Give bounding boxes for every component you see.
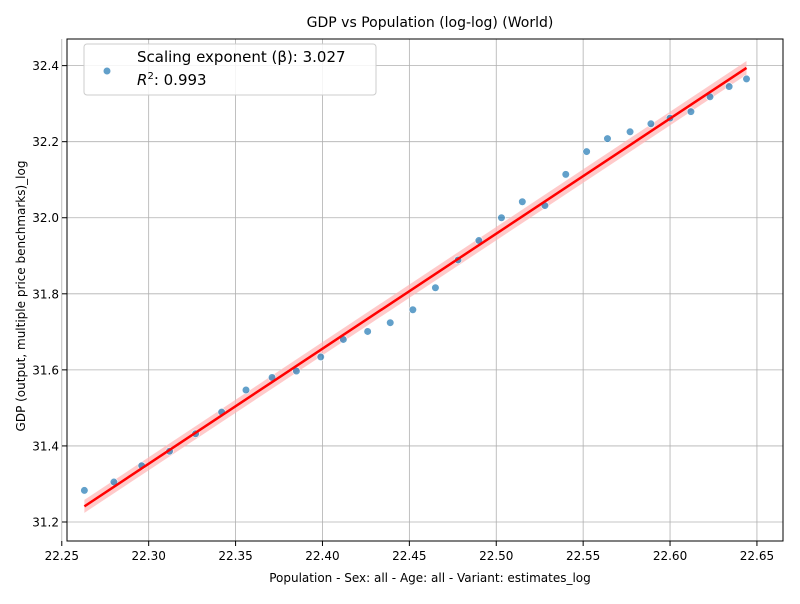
x-tick-label: 22.60 <box>653 549 687 563</box>
legend: Scaling exponent (β): 3.027 R2: 0.993 <box>83 43 377 96</box>
data-point <box>686 107 695 116</box>
x-tick-label: 22.40 <box>305 549 339 563</box>
data-point <box>363 327 372 336</box>
data-point <box>316 352 325 362</box>
y-tick-label: 32.0 <box>32 211 59 225</box>
y-tick-label: 31.2 <box>32 515 59 529</box>
data-point <box>625 127 635 136</box>
y-tick-label: 31.4 <box>32 439 59 453</box>
x-tick-label: 22.30 <box>131 549 165 563</box>
legend-marker <box>102 66 112 76</box>
data-point <box>742 74 751 84</box>
data-point <box>497 213 506 222</box>
y-tick-label: 32.4 <box>32 59 59 73</box>
data-point <box>646 119 656 128</box>
x-tick-label: 22.45 <box>392 549 426 563</box>
fit-line-group <box>83 66 748 508</box>
data-point <box>408 305 417 314</box>
x-tick-label: 22.65 <box>740 549 774 563</box>
data-point <box>386 318 395 327</box>
legend-r2-value: : 0.993 <box>154 71 207 89</box>
chart-title: GDP vs Population (log-log) (World) <box>307 15 554 31</box>
y-tick-label: 31.8 <box>32 287 59 301</box>
data-point <box>80 486 89 495</box>
plot-frame <box>66 38 784 542</box>
legend-box <box>83 43 377 96</box>
data-point <box>725 82 734 91</box>
data-point <box>582 147 591 156</box>
x-tick-label: 22.35 <box>218 549 252 563</box>
data-point <box>241 385 251 395</box>
x-axis-label: Population - Sex: all - Age: all - Varia… <box>269 571 591 585</box>
data-point <box>603 134 612 143</box>
y-tick-label: 31.6 <box>32 363 59 377</box>
legend-line-r2: R2: 0.993 <box>137 71 207 89</box>
x-tick-label: 22.50 <box>479 549 513 563</box>
y-tick-label: 32.2 <box>32 135 59 149</box>
legend-line-exponent: Scaling exponent (β): 3.027 <box>137 48 346 66</box>
fit-line <box>83 66 748 508</box>
y-ticks: 31.2 31.4 31.6 31.8 32.0 32.2 32.4 <box>32 59 67 529</box>
x-tick-label: 22.55 <box>566 549 600 563</box>
legend-r2-sup: 2 <box>147 71 153 82</box>
y-axis-label: GDP (output, multiple price benchmarks)_… <box>14 161 28 432</box>
data-point <box>561 170 570 179</box>
legend-r2-label: R <box>137 71 147 89</box>
data-point <box>431 283 440 292</box>
x-ticks: 22.25 22.30 22.35 22.40 22.45 22.50 22.55 22.60… <box>45 541 774 563</box>
data-point <box>518 197 527 206</box>
x-tick-label: 22.25 <box>45 549 79 563</box>
